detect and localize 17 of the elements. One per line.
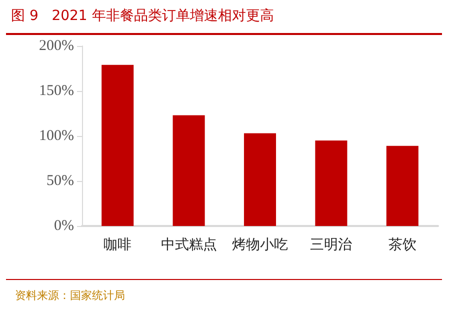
bar <box>102 64 134 226</box>
x-tick-label: 烤物小吃 <box>232 237 288 253</box>
bar <box>172 115 205 226</box>
y-tick-label: 0% <box>54 218 74 234</box>
x-tick-label: 中式糕点 <box>160 237 217 253</box>
x-tick-label: 三明治 <box>310 237 352 253</box>
y-tick-label: 50% <box>46 173 74 189</box>
bar <box>386 146 418 226</box>
x-tick-label: 茶饮 <box>388 237 416 253</box>
text: 资料来源：国家统计局 <box>15 289 125 302</box>
bar <box>244 133 276 226</box>
y-tick-label: 150% <box>39 83 74 99</box>
chart-title: 图 9 2021 年非餐品类订单增速相对更高 <box>11 8 274 24</box>
bar <box>315 140 348 226</box>
x-tick-label: 咖啡 <box>104 237 132 253</box>
y-tick-label: 200% <box>39 38 74 54</box>
y-tick-label: 100% <box>39 128 74 144</box>
